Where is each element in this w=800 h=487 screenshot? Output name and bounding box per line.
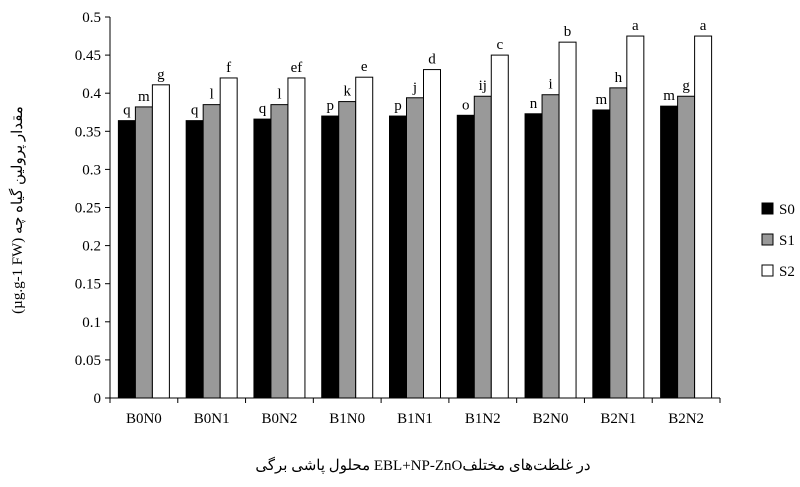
bar-s2-b1n2 — [490, 54, 509, 399]
bar-s2-b2n1 — [626, 35, 645, 399]
y-tick-label: 0.15 — [75, 277, 101, 293]
bar-s0-b0n1 — [185, 120, 204, 399]
significance-label: p — [326, 98, 334, 114]
y-axis-title: مقدار پرولین گیاه چه (µg.g-1 FW) — [8, 106, 26, 314]
x-tick-label: B2N1 — [600, 411, 636, 427]
legend-label-s1: S1 — [779, 233, 795, 249]
legend-label-s2: S2 — [779, 264, 795, 280]
y-tick-label: 0.4 — [82, 86, 101, 102]
legend-swatch-s2 — [761, 264, 774, 277]
x-tick-label: B2N0 — [533, 411, 569, 427]
bar-s1-b0n2 — [270, 104, 289, 399]
bar-s1-b2n1 — [609, 87, 628, 399]
legend-swatch-s1 — [761, 233, 774, 246]
bar-s1-b2n0 — [541, 94, 560, 399]
x-tick-label: B1N2 — [465, 411, 501, 427]
bar-s0-b2n0 — [524, 113, 543, 399]
significance-label: c — [496, 37, 503, 53]
bar-s2-b1n1 — [423, 69, 441, 399]
significance-label: h — [615, 70, 623, 86]
significance-label: b — [564, 24, 572, 40]
significance-label: f — [226, 60, 231, 76]
bar-s1-b2n2 — [677, 95, 696, 399]
significance-label: g — [157, 67, 165, 83]
bar-s1-b0n1 — [202, 104, 221, 399]
bar-s0-b2n2 — [660, 105, 679, 399]
significance-label: m — [663, 88, 675, 104]
significance-label: d — [428, 52, 436, 68]
significance-label: n — [530, 96, 538, 112]
significance-label: k — [343, 84, 351, 100]
significance-label: q — [259, 101, 267, 117]
x-tick-label: B0N0 — [126, 411, 162, 427]
significance-label: a — [632, 18, 639, 34]
y-tick-label: 0.45 — [75, 48, 101, 64]
bar-s0-b1n2 — [456, 114, 475, 399]
bar-s1-b1n1 — [406, 97, 424, 399]
significance-label: m — [595, 92, 607, 108]
significance-label: a — [700, 18, 707, 34]
significance-label: m — [138, 89, 150, 105]
x-axis-title: محلول پاشی برگی EBL+NP-ZnOدر غلظت‌های مخ… — [255, 456, 590, 474]
y-tick-label: 0.1 — [82, 315, 101, 331]
bar-s0-b0n2 — [253, 118, 272, 399]
significance-label: p — [394, 98, 402, 114]
bar-s1-b1n0 — [338, 101, 357, 399]
significance-label: l — [210, 87, 214, 103]
y-tick-label: 0 — [94, 391, 102, 407]
significance-label: i — [548, 77, 552, 93]
bar-s2-b2n2 — [694, 35, 713, 399]
y-tick-label: 0.3 — [82, 162, 101, 178]
bar-s0-b1n0 — [321, 115, 340, 399]
x-tick-label: B2N2 — [668, 411, 704, 427]
y-tick-label: 0.05 — [75, 353, 101, 369]
bar-s2-b0n0 — [151, 84, 170, 399]
significance-label: q — [123, 103, 131, 119]
bar-s2-b1n0 — [355, 76, 374, 399]
significance-label: j — [412, 80, 417, 96]
x-tick-label: B0N2 — [262, 411, 298, 427]
significance-label: ef — [291, 60, 303, 76]
x-tick-label: B1N1 — [397, 411, 433, 427]
significance-label: o — [462, 97, 470, 113]
y-tick-label: 0.25 — [75, 201, 101, 217]
legend-label-s0: S0 — [779, 202, 795, 218]
x-tick-label: B0N1 — [194, 411, 230, 427]
bar-s1-b0n0 — [134, 106, 153, 399]
bar-s0-b2n1 — [592, 109, 611, 399]
y-tick-label: 0.2 — [82, 239, 101, 255]
bar-s0-b1n1 — [389, 115, 407, 399]
bar-s0-b0n0 — [117, 120, 136, 399]
significance-label: g — [682, 78, 690, 94]
significance-label: l — [277, 87, 281, 103]
y-tick-label: 0.5 — [82, 10, 101, 26]
y-tick-label: 0.35 — [75, 124, 101, 140]
significance-label: ij — [479, 78, 487, 94]
bar-s1-b1n2 — [473, 95, 492, 399]
bar-s2-b0n2 — [287, 77, 306, 399]
significance-label: q — [191, 103, 199, 119]
significance-label: e — [361, 59, 368, 75]
bar-s2-b0n1 — [219, 77, 238, 399]
x-tick-label: B1N0 — [329, 411, 365, 427]
legend-swatch-s0 — [761, 202, 774, 215]
bar-s2-b2n0 — [558, 41, 577, 399]
